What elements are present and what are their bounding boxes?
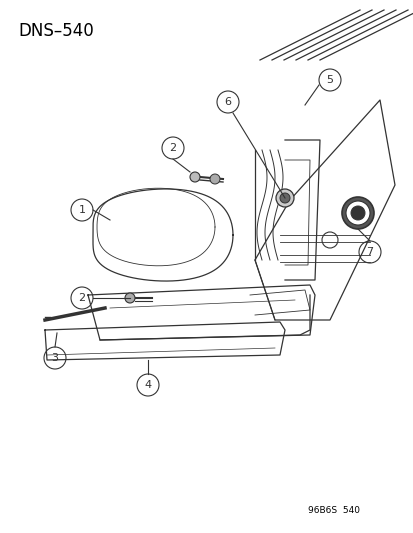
Circle shape [341, 197, 373, 229]
Text: 6: 6 [224, 97, 231, 107]
Circle shape [209, 174, 219, 184]
Text: 1: 1 [78, 205, 85, 215]
Text: 2: 2 [78, 293, 85, 303]
Text: 5: 5 [326, 75, 333, 85]
Circle shape [350, 206, 364, 220]
Text: DNS–540: DNS–540 [18, 22, 93, 40]
Circle shape [279, 193, 289, 203]
Circle shape [275, 189, 293, 207]
Circle shape [125, 293, 135, 303]
Text: 96B6S  540: 96B6S 540 [307, 506, 359, 515]
Circle shape [190, 172, 199, 182]
Text: 2: 2 [169, 143, 176, 153]
Text: 7: 7 [366, 247, 373, 257]
Text: 3: 3 [51, 353, 58, 363]
Circle shape [345, 201, 369, 225]
Text: 4: 4 [144, 380, 151, 390]
